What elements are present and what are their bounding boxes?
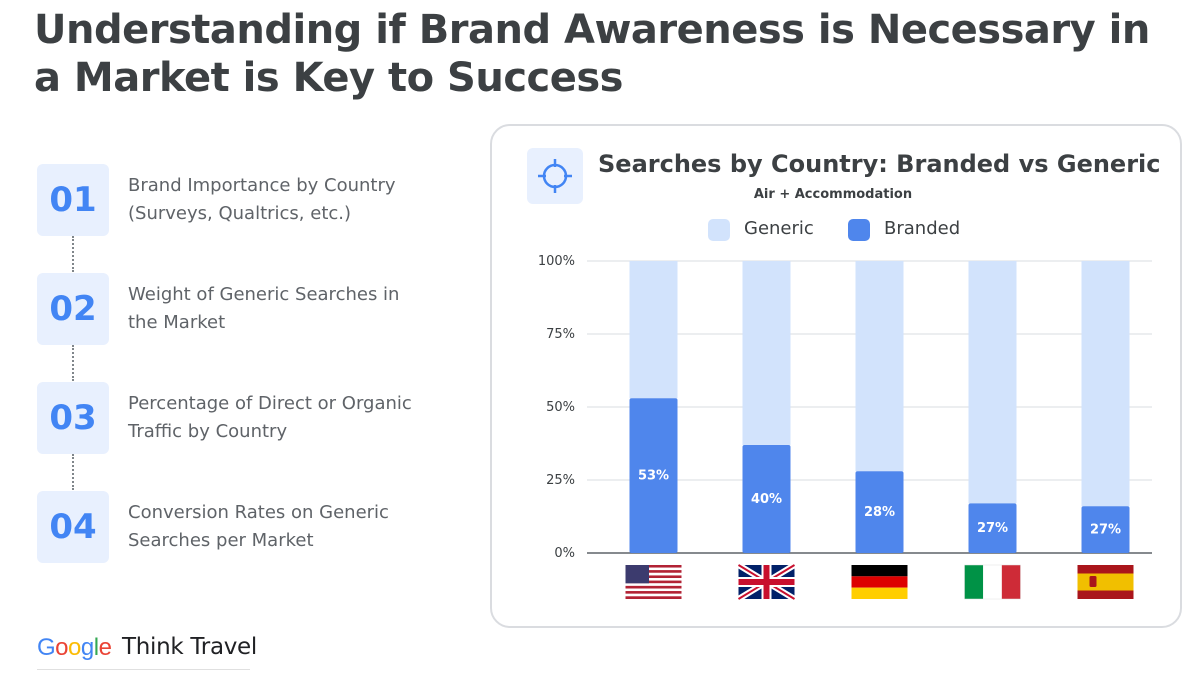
step-01: 01 Brand Importance by Country (Surveys,… <box>37 164 437 236</box>
step-02: 02 Weight of Generic Searches in the Mar… <box>37 273 437 345</box>
bar-generic <box>742 261 791 445</box>
bar-data-label: 53% <box>638 469 669 484</box>
y-tick-label: 25% <box>546 473 575 488</box>
step-label: Conversion Rates on Generic Searches per… <box>128 502 389 551</box>
step-connector <box>72 236 74 272</box>
chart-subtitle: Air + Accommodation <box>753 187 913 202</box>
steps-list: 01 Brand Importance by Country (Surveys,… <box>37 164 437 564</box>
y-tick-label: 50% <box>546 400 575 415</box>
bar-branded <box>629 398 678 553</box>
step-connector <box>72 345 74 381</box>
step-04: 04 Conversion Rates on Generic Searches … <box>37 491 437 563</box>
target-icon <box>538 159 572 193</box>
google-letter: o <box>55 634 69 661</box>
product-name: Think Travel <box>122 634 257 660</box>
target-icon-box <box>527 148 583 204</box>
step-number: 03 <box>37 382 109 454</box>
google-letter: l <box>93 634 99 661</box>
step-number: 01 <box>37 164 109 236</box>
bar-data-label: 27% <box>977 521 1008 536</box>
y-tick-label: 75% <box>546 327 575 342</box>
bar-generic <box>968 261 1017 504</box>
bar-data-label: 40% <box>751 492 782 507</box>
bar-data-label: 27% <box>1090 523 1121 538</box>
footer-divider <box>37 669 250 670</box>
google-letter: e <box>98 634 112 661</box>
legend-label: Generic <box>744 218 814 239</box>
bar-branded <box>1081 506 1130 553</box>
bar-branded <box>742 444 791 553</box>
uk-flag-icon <box>736 562 797 602</box>
us-flag-icon <box>625 565 682 599</box>
step-label: Percentage of Direct or Organic Traffic … <box>128 393 412 442</box>
legend-label: Branded <box>884 218 961 239</box>
step-03: 03 Percentage of Direct or Organic Traff… <box>37 382 437 454</box>
footer-brand: Google Think Travel <box>37 632 257 672</box>
bar-generic <box>1081 261 1130 507</box>
google-logo: Google <box>37 634 112 662</box>
google-letter: o <box>68 634 81 661</box>
y-tick-label: 0% <box>554 546 575 561</box>
bar-data-label: 28% <box>864 505 895 520</box>
step-label: Brand Importance by Country (Surveys, Qu… <box>128 175 396 224</box>
step-number: 04 <box>37 491 109 563</box>
legend-swatch-generic <box>708 219 730 241</box>
chart-plot: 0% 25% 50% 75% 100% 53% 40% 28% 27% 27% <box>538 254 1152 602</box>
spain-flag-icon <box>1077 565 1134 599</box>
step-label: Weight of Generic Searches in the Market <box>128 284 400 333</box>
legend-swatch-branded <box>848 219 870 241</box>
y-tick-label: 100% <box>538 254 575 269</box>
bar-generic <box>855 261 904 472</box>
bar-branded <box>855 471 904 553</box>
step-connector <box>72 454 74 490</box>
germany-flag-icon <box>851 565 908 599</box>
bar-generic <box>629 261 678 399</box>
chart-card: Searches by Country: Branded vs Generic … <box>490 124 1182 628</box>
page-title: Understanding if Brand Awareness is Nece… <box>34 7 1150 101</box>
google-letter: G <box>37 634 56 661</box>
google-letter: g <box>80 634 94 661</box>
italy-flag-icon <box>964 564 1021 600</box>
step-number: 02 <box>37 273 109 345</box>
bar-branded <box>968 503 1017 553</box>
chart-title: Searches by Country: Branded vs Generic <box>598 150 1161 178</box>
